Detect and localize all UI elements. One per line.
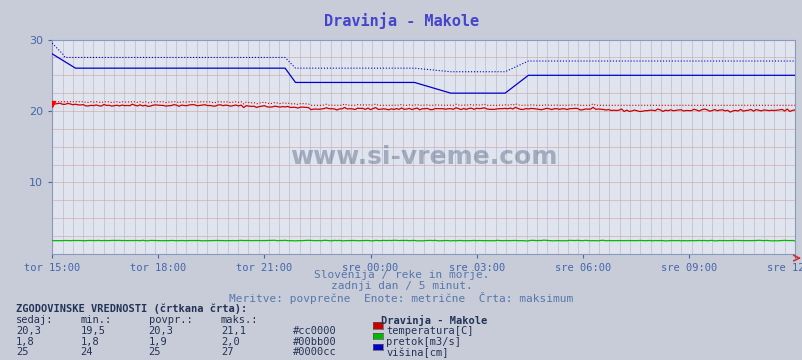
Text: višina[cm]: višina[cm] [386, 347, 448, 358]
Text: pretok[m3/s]: pretok[m3/s] [386, 337, 460, 347]
Text: sedaj:: sedaj: [16, 315, 54, 325]
Text: 1,9: 1,9 [148, 337, 167, 347]
Text: 25: 25 [148, 347, 161, 357]
Text: 21,1: 21,1 [221, 326, 245, 336]
Text: min.:: min.: [80, 315, 111, 325]
Text: #00bb00: #00bb00 [293, 337, 336, 347]
Text: maks.:: maks.: [221, 315, 258, 325]
Text: Slovenija / reke in morje.: Slovenija / reke in morje. [314, 270, 488, 280]
Text: 24: 24 [80, 347, 93, 357]
Text: 1,8: 1,8 [80, 337, 99, 347]
Text: 20,3: 20,3 [148, 326, 173, 336]
Text: 27: 27 [221, 347, 233, 357]
Text: Dravinja - Makole: Dravinja - Makole [381, 315, 487, 326]
Text: temperatura[C]: temperatura[C] [386, 326, 473, 336]
Text: #cc0000: #cc0000 [293, 326, 336, 336]
Text: povpr.:: povpr.: [148, 315, 192, 325]
Text: 25: 25 [16, 347, 29, 357]
Text: Meritve: povprečne  Enote: metrične  Črta: maksimum: Meritve: povprečne Enote: metrične Črta:… [229, 292, 573, 303]
Text: www.si-vreme.com: www.si-vreme.com [290, 145, 557, 170]
Text: 2,0: 2,0 [221, 337, 239, 347]
Text: zadnji dan / 5 minut.: zadnji dan / 5 minut. [330, 281, 472, 291]
Text: #0000cc: #0000cc [293, 347, 336, 357]
Text: 19,5: 19,5 [80, 326, 105, 336]
Text: 20,3: 20,3 [16, 326, 41, 336]
Text: Dravinja - Makole: Dravinja - Makole [323, 13, 479, 30]
Text: 1,8: 1,8 [16, 337, 34, 347]
Text: ZGODOVINSKE VREDNOSTI (črtkana črta):: ZGODOVINSKE VREDNOSTI (črtkana črta): [16, 303, 247, 314]
